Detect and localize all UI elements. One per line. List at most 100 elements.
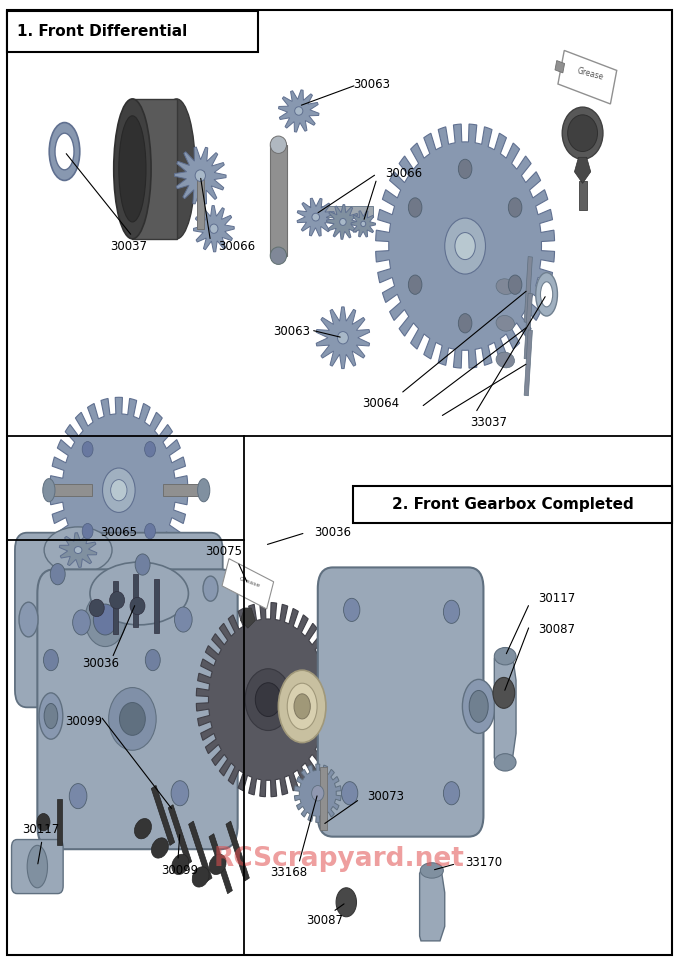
- Ellipse shape: [90, 599, 105, 617]
- Polygon shape: [175, 147, 226, 205]
- Circle shape: [342, 782, 358, 805]
- Circle shape: [408, 275, 422, 294]
- Polygon shape: [113, 581, 118, 635]
- Polygon shape: [327, 205, 359, 239]
- Bar: [555, 61, 565, 73]
- Bar: [309, 206, 373, 217]
- Text: 30099: 30099: [66, 715, 103, 729]
- Ellipse shape: [195, 170, 206, 181]
- Ellipse shape: [294, 694, 310, 719]
- Ellipse shape: [494, 648, 516, 665]
- Polygon shape: [574, 157, 591, 183]
- Ellipse shape: [361, 221, 366, 227]
- Ellipse shape: [287, 683, 317, 730]
- Ellipse shape: [245, 669, 291, 731]
- Ellipse shape: [462, 679, 495, 733]
- Ellipse shape: [445, 218, 485, 274]
- Ellipse shape: [312, 213, 320, 221]
- Ellipse shape: [39, 693, 62, 739]
- Bar: [51, 484, 92, 496]
- Circle shape: [171, 781, 189, 806]
- Ellipse shape: [37, 813, 50, 831]
- Ellipse shape: [255, 683, 281, 716]
- Circle shape: [408, 198, 422, 217]
- Circle shape: [493, 677, 515, 708]
- Polygon shape: [209, 834, 232, 894]
- Circle shape: [73, 610, 90, 635]
- Polygon shape: [59, 533, 97, 567]
- Polygon shape: [194, 206, 234, 252]
- Ellipse shape: [270, 136, 287, 153]
- Polygon shape: [226, 821, 249, 881]
- Ellipse shape: [562, 107, 603, 159]
- Ellipse shape: [192, 867, 209, 887]
- Bar: [270, 145, 287, 256]
- Polygon shape: [189, 821, 212, 881]
- Ellipse shape: [111, 480, 127, 501]
- FancyBboxPatch shape: [37, 569, 238, 849]
- Circle shape: [82, 523, 93, 538]
- Ellipse shape: [151, 838, 168, 858]
- Ellipse shape: [85, 593, 126, 647]
- Text: 30036: 30036: [82, 657, 119, 671]
- Ellipse shape: [55, 133, 74, 170]
- Ellipse shape: [536, 273, 557, 317]
- Text: Grease: Grease: [238, 577, 261, 589]
- Bar: [163, 484, 204, 496]
- Polygon shape: [278, 90, 319, 132]
- Polygon shape: [196, 602, 340, 797]
- FancyBboxPatch shape: [318, 567, 483, 837]
- Ellipse shape: [540, 282, 553, 307]
- Bar: [7, 11, 258, 52]
- Bar: [222, 559, 274, 609]
- Text: 30064: 30064: [362, 397, 399, 410]
- Ellipse shape: [496, 352, 515, 368]
- Circle shape: [344, 598, 360, 621]
- Text: 30065: 30065: [100, 526, 137, 539]
- Polygon shape: [151, 786, 175, 845]
- Text: 30099: 30099: [162, 864, 198, 877]
- Polygon shape: [240, 608, 255, 628]
- Ellipse shape: [295, 107, 303, 115]
- Polygon shape: [153, 579, 159, 633]
- Polygon shape: [351, 210, 375, 237]
- Ellipse shape: [278, 670, 326, 743]
- Polygon shape: [57, 799, 62, 845]
- Polygon shape: [316, 307, 369, 369]
- Polygon shape: [134, 573, 139, 627]
- Ellipse shape: [110, 592, 125, 609]
- Ellipse shape: [130, 597, 145, 615]
- Circle shape: [145, 649, 160, 671]
- Circle shape: [509, 275, 522, 294]
- Ellipse shape: [158, 98, 196, 239]
- Bar: [579, 181, 587, 210]
- Ellipse shape: [420, 863, 443, 878]
- Ellipse shape: [198, 479, 210, 502]
- Circle shape: [443, 600, 460, 623]
- Text: 30037: 30037: [111, 239, 147, 253]
- Text: 1. Front Differential: 1. Front Differential: [17, 24, 187, 39]
- Text: 33168: 33168: [270, 866, 307, 879]
- Circle shape: [145, 523, 155, 538]
- Text: 30087: 30087: [538, 622, 575, 636]
- Bar: [558, 50, 617, 104]
- Ellipse shape: [134, 818, 151, 839]
- Text: 30087: 30087: [306, 914, 343, 927]
- Ellipse shape: [94, 604, 117, 635]
- Bar: [320, 767, 327, 830]
- Text: 30036: 30036: [314, 526, 351, 539]
- Ellipse shape: [109, 687, 156, 751]
- Circle shape: [69, 784, 87, 809]
- Ellipse shape: [210, 224, 218, 234]
- Text: Grease: Grease: [576, 67, 605, 82]
- Ellipse shape: [44, 527, 112, 573]
- Ellipse shape: [74, 546, 82, 554]
- Circle shape: [336, 888, 356, 917]
- Text: 30075: 30075: [206, 545, 242, 559]
- Ellipse shape: [469, 691, 488, 722]
- Polygon shape: [524, 293, 532, 359]
- Polygon shape: [494, 656, 516, 762]
- Polygon shape: [132, 99, 177, 239]
- Ellipse shape: [119, 116, 146, 222]
- Text: 33037: 33037: [471, 416, 507, 429]
